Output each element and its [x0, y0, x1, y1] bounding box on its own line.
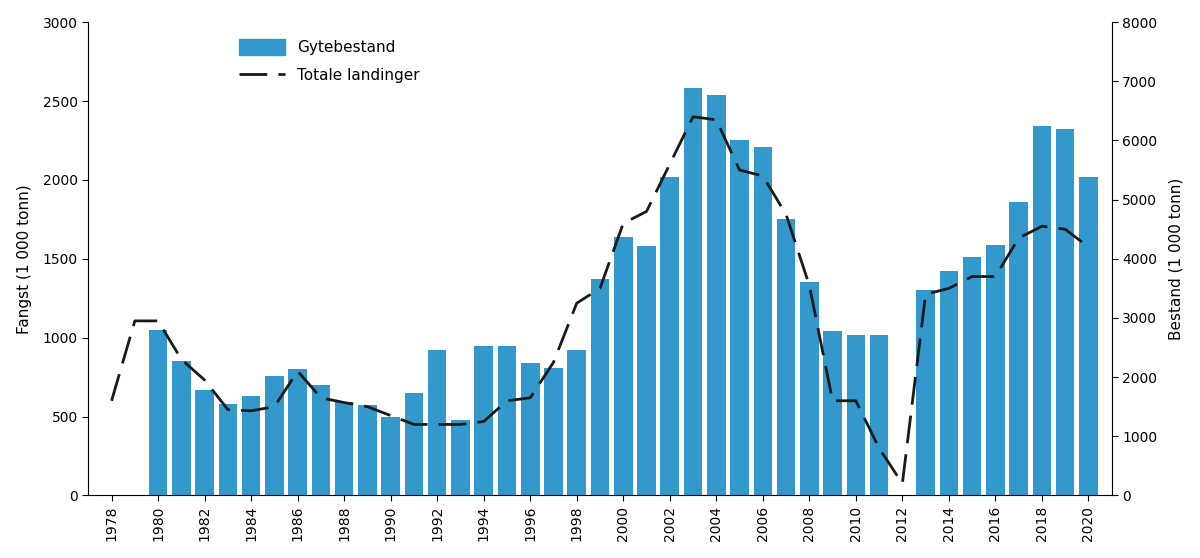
Bar — [660, 177, 679, 496]
Y-axis label: Fangst (1 000 tonn): Fangst (1 000 tonn) — [17, 184, 31, 334]
Bar — [800, 282, 818, 496]
Bar — [870, 334, 888, 496]
Bar — [358, 406, 377, 496]
Bar — [288, 369, 307, 496]
Bar — [218, 404, 238, 496]
Bar — [1056, 129, 1074, 496]
Bar — [196, 389, 214, 496]
Bar — [451, 420, 469, 496]
Bar — [590, 280, 610, 496]
Bar — [823, 331, 842, 496]
Bar — [242, 396, 260, 496]
Bar — [474, 345, 493, 496]
Bar — [614, 237, 632, 496]
Y-axis label: Bestand (1 000 tonn): Bestand (1 000 tonn) — [1169, 177, 1183, 340]
Bar — [312, 385, 330, 496]
Bar — [544, 368, 563, 496]
Bar — [1033, 126, 1051, 496]
Bar — [754, 147, 772, 496]
Bar — [917, 290, 935, 496]
Bar — [986, 244, 1004, 496]
Bar — [1079, 177, 1098, 496]
Bar — [335, 402, 354, 496]
Legend: Gytebestand, Totale landinger: Gytebestand, Totale landinger — [239, 39, 420, 84]
Bar — [776, 219, 796, 496]
Bar — [940, 271, 958, 496]
Bar — [149, 330, 167, 496]
Bar — [637, 246, 656, 496]
Bar — [568, 350, 586, 496]
Bar — [1009, 202, 1028, 496]
Bar — [707, 95, 726, 496]
Bar — [846, 334, 865, 496]
Bar — [382, 416, 400, 496]
Bar — [731, 141, 749, 496]
Bar — [172, 362, 191, 496]
Bar — [684, 88, 702, 496]
Bar — [521, 363, 540, 496]
Bar — [498, 345, 516, 496]
Bar — [962, 257, 982, 496]
Bar — [428, 350, 446, 496]
Bar — [265, 376, 283, 496]
Bar — [404, 393, 424, 496]
